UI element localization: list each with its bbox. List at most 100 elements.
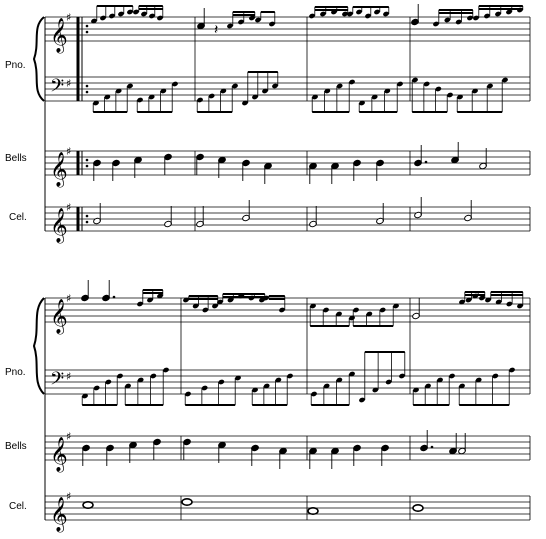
lh-s2m1b-note [150, 373, 157, 379]
celesta-treble-clef: 𝄞 [50, 208, 68, 244]
rh-s2m3b-note [379, 307, 386, 313]
lh-m1b-note [148, 94, 155, 100]
rh-s2m4a-note [479, 295, 485, 301]
repeat-dot [85, 90, 89, 94]
piano-label-system2: Pno. [5, 367, 26, 378]
rh-s2m2b-note [227, 297, 234, 303]
dot [430, 445, 434, 449]
rh-s2m2a-note [202, 307, 209, 313]
lh-m1b-note [172, 81, 178, 87]
rh-m2a-note [238, 19, 244, 25]
rh-m3b-note [374, 9, 380, 15]
lh-s2m3b-note [399, 373, 405, 379]
bells-treble-clef: 𝄞 [50, 437, 68, 473]
lh-m2b-note [252, 94, 258, 100]
piano-label-system1: Pno. [5, 60, 26, 71]
lh-m4a-note [435, 86, 442, 92]
rh-m3b-note [356, 9, 362, 15]
lh-m2a-note [220, 88, 227, 94]
piano-rh-treble-clef: 𝄞 [50, 18, 68, 54]
rh-m2a-note [227, 23, 233, 29]
lh-s2m1a-note [105, 379, 112, 385]
lh-m2b-note [262, 88, 268, 94]
lh-s2m1b-note [125, 383, 131, 389]
rh-s2m4a-note [465, 297, 472, 303]
lh-m3a-note [336, 83, 343, 89]
rh-m2b-note [269, 21, 275, 27]
repeat-dot [85, 214, 89, 218]
lh-m4b-note [457, 94, 463, 100]
rh-s2m1-note [157, 293, 163, 299]
lh-m1a-note [93, 100, 99, 106]
repeat-dot [85, 158, 89, 162]
rh-s2m2a-note [192, 303, 199, 309]
bells-treble-clef: 𝄞 [50, 152, 68, 188]
rh-s2m1-note [147, 297, 153, 303]
dot [112, 295, 116, 299]
rh-m4a-note [455, 19, 462, 25]
rh-s2m2a-note [212, 303, 218, 309]
celesta-label-system2: Cel. [9, 501, 27, 512]
rh-s2m1-note [137, 301, 143, 307]
rh-m3b-note [347, 11, 353, 17]
lh-m4b-note [487, 83, 493, 89]
celesta-whole-note [82, 500, 94, 509]
rh-s2m2a-note [183, 297, 189, 303]
piano-rh-key-sharp: ♯ [66, 292, 71, 305]
lh-m4b-note [472, 88, 478, 94]
rh-s2m3b-note [353, 307, 359, 313]
lh-s2m1b-note [137, 377, 144, 383]
lh-m2b-note [242, 100, 248, 106]
celesta-key-sharp: ♯ [66, 490, 71, 503]
lh-s2m3b-note [359, 397, 365, 403]
rh-s2m3b-note [393, 303, 399, 309]
lh-s2m2a-note [218, 379, 225, 385]
rh-s2m4b-note [495, 299, 502, 305]
celesta-label-system1: Cel. [9, 212, 27, 223]
rh-m1a-note [109, 13, 115, 19]
lh-m4b-note [502, 77, 508, 83]
rh-m1a-note [91, 18, 97, 24]
rh-m4a-note [467, 15, 473, 21]
rh-s2m3b-note [366, 311, 373, 317]
rh-s2m3a-note [336, 311, 342, 317]
piano-lh-bass-clef: 𝄢 [50, 369, 64, 394]
lh-s2m1a-note [93, 385, 100, 391]
lh-s2m2b-note [275, 377, 282, 383]
lh-s2m1a-note [82, 393, 88, 399]
rh-s2m4b-note [517, 303, 523, 309]
celesta-whole-note [181, 497, 193, 506]
piano-rh-key-sharp: ♯ [66, 11, 71, 24]
lh-m2a-note [208, 93, 215, 99]
rh-s2m2c-note [279, 307, 285, 313]
piano-rh-treble-clef: 𝄞 [50, 299, 68, 335]
lh-s2m4b-note [475, 377, 482, 383]
lh-m3b-note [371, 94, 378, 100]
lh-s2m2b-note [263, 383, 270, 389]
repeat-dot [85, 30, 89, 34]
lh-m3b-note [384, 88, 391, 94]
rh-m3a-note [342, 11, 348, 17]
celesta-whole-note [412, 503, 424, 512]
lh-s2m4b-note [492, 373, 499, 379]
rh-s2m4b-note [485, 297, 491, 303]
rh-m2a-note [249, 15, 255, 21]
rh-s2m4a-note [459, 299, 465, 305]
rh-s2m2b-note [217, 299, 223, 305]
lh-m3b-note [359, 100, 365, 106]
rh-m4b-note [484, 13, 490, 19]
celesta-whole-note [307, 506, 319, 515]
bells-key-sharp: ♯ [66, 145, 71, 158]
lh-s2m3a-note [323, 383, 330, 389]
lh-m3a-note [312, 94, 318, 100]
lh-s2m1b-note [163, 367, 169, 373]
lh-s2m4a-note [425, 383, 431, 389]
repeat-dot [85, 220, 89, 224]
lh-s2m3a-note [336, 377, 343, 383]
rh-s2m3a-note [323, 307, 329, 313]
repeat-dot [85, 24, 89, 28]
lh-m1a-note [127, 83, 133, 89]
lh-m2b-note [272, 83, 278, 89]
rh-m4a-note [444, 17, 451, 23]
